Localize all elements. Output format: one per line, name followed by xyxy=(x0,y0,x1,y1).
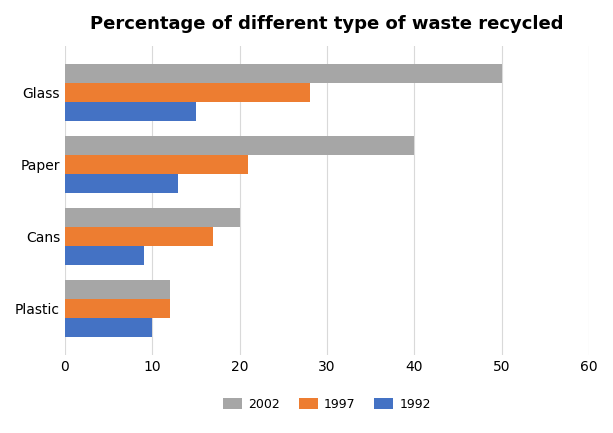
Title: Percentage of different type of waste recycled: Percentage of different type of waste re… xyxy=(90,15,564,33)
Bar xyxy=(65,318,152,337)
Bar xyxy=(65,281,170,299)
Bar xyxy=(65,83,310,102)
Bar xyxy=(65,227,213,246)
Bar xyxy=(65,65,502,83)
Bar xyxy=(65,246,143,265)
Bar xyxy=(65,174,178,193)
Bar xyxy=(65,299,170,318)
Bar xyxy=(65,102,196,120)
Bar xyxy=(65,208,240,227)
Bar xyxy=(65,155,248,174)
Bar xyxy=(65,136,414,155)
Legend: 2002, 1997, 1992: 2002, 1997, 1992 xyxy=(218,393,436,416)
